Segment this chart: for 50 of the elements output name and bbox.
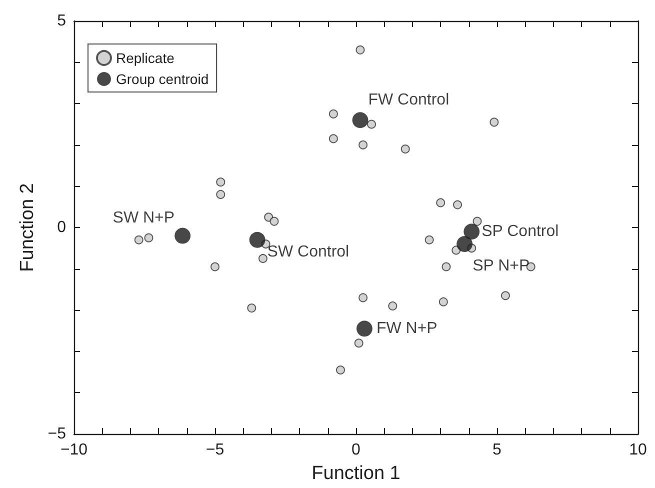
- point: [270, 216, 279, 226]
- y-tick-label: 0: [57, 219, 66, 236]
- annotation: SW N+P: [112, 209, 175, 226]
- point: [352, 112, 368, 128]
- point: [490, 118, 499, 127]
- point: [258, 254, 268, 263]
- point: [264, 212, 274, 222]
- x-axis-title: Function 1: [312, 463, 400, 484]
- y-axis-title: Function 2: [16, 183, 38, 272]
- point: [216, 190, 226, 199]
- legend-label: Group centroid: [116, 71, 209, 87]
- point: [134, 235, 144, 244]
- annotation: FW N+P: [376, 320, 438, 338]
- annotation: FW Control: [368, 92, 450, 109]
- y-tick-label: −5: [48, 426, 66, 442]
- point: [174, 228, 191, 244]
- point: [144, 233, 154, 242]
- point: [249, 232, 266, 248]
- point: [424, 235, 434, 244]
- point: [354, 338, 364, 348]
- point: [336, 365, 345, 374]
- point: [500, 291, 510, 300]
- point: [436, 198, 446, 208]
- point: [400, 144, 410, 154]
- point: [442, 262, 451, 272]
- point: [453, 200, 462, 210]
- x-tick-label: −5: [206, 442, 224, 458]
- point: [356, 45, 365, 54]
- y-tick-label: 5: [57, 12, 66, 30]
- point: [358, 293, 368, 302]
- point: [464, 224, 480, 240]
- point: [216, 178, 226, 187]
- point: [388, 301, 398, 310]
- legend-label: Replicate: [116, 50, 175, 66]
- point: [328, 134, 338, 144]
- point: [472, 216, 482, 226]
- point: [438, 297, 448, 306]
- point: [356, 320, 372, 337]
- x-tick-label: 5: [492, 442, 502, 458]
- point: [367, 120, 376, 129]
- x-tick-label: 10: [629, 442, 647, 458]
- point: [328, 109, 338, 118]
- x-tick-label: 0: [352, 442, 361, 458]
- annotation: SW Control: [267, 243, 350, 260]
- x-tick-label: −10: [60, 442, 88, 458]
- annotation: SP Control: [482, 223, 559, 240]
- point: [358, 140, 368, 150]
- point: [456, 236, 473, 252]
- point: [247, 304, 256, 313]
- point: [210, 262, 220, 272]
